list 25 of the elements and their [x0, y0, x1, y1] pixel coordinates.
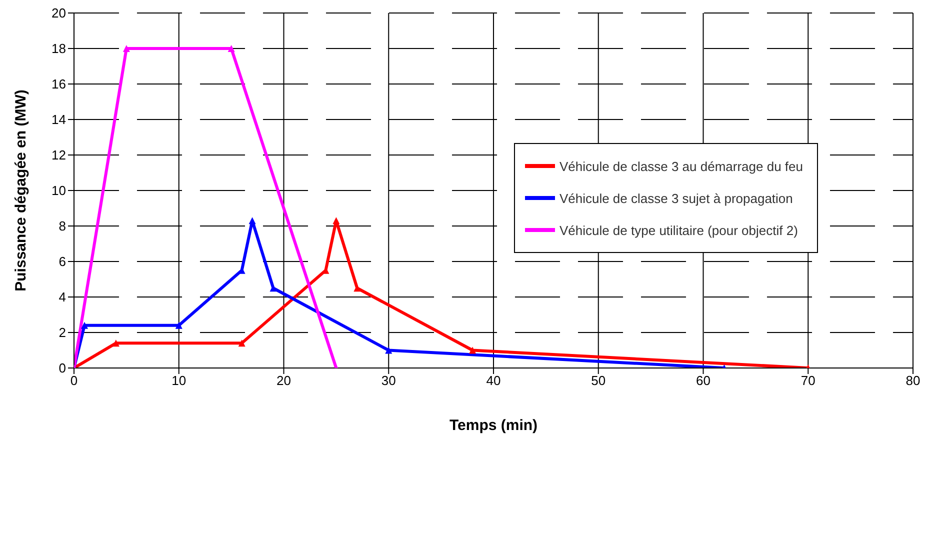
x-axis-title: Temps (min)	[449, 417, 538, 434]
y-tick-label: 20	[52, 6, 66, 21]
y-tick-label: 8	[58, 218, 66, 234]
x-tick-label: 60	[696, 373, 710, 388]
x-tick-label: 80	[906, 373, 920, 388]
x-tick-label: 0	[70, 373, 78, 388]
y-tick-label: 16	[52, 76, 66, 92]
legend-label: Véhicule de classe 3 au démarrage du feu	[559, 158, 803, 174]
x-tick-label: 20	[276, 373, 291, 388]
x-tick-label: 30	[381, 373, 396, 388]
y-tick-label: 10	[52, 183, 66, 198]
y-tick-label: 14	[52, 112, 66, 128]
x-tick-label: 40	[486, 373, 501, 388]
y-axis-title: Puissance dégagée en (MW)	[12, 90, 30, 292]
x-tick-label: 10	[172, 373, 186, 388]
y-tick-label: 6	[58, 254, 66, 270]
y-tick-label: 2	[58, 325, 66, 340]
y-tick-label: 4	[58, 290, 66, 305]
legend-label: Véhicule de classe 3 sujet à propagation	[559, 190, 793, 206]
y-tick-label: 18	[52, 41, 66, 56]
y-tick-label: 12	[52, 148, 66, 163]
x-tick-label: 70	[800, 373, 816, 388]
legend-label: Véhicule de type utilitaire (pour objectif 2)	[559, 222, 798, 238]
y-tick-label: 0	[58, 360, 66, 376]
x-tick-label: 50	[591, 373, 606, 388]
